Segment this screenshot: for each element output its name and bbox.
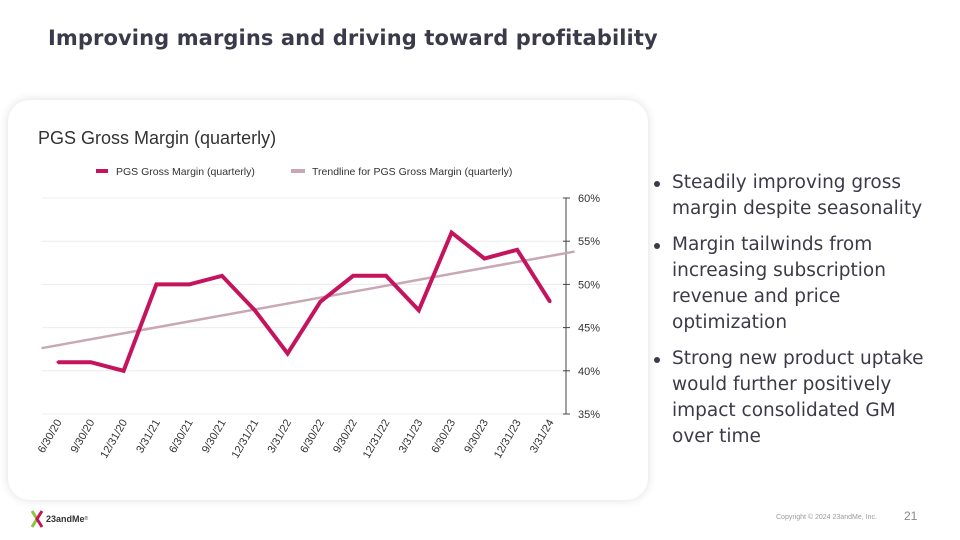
x-tick-label: 3/31/22 [265,418,294,456]
chart-title: PGS Gross Margin (quarterly) [38,128,276,148]
data-point [384,274,388,278]
y-axis: 60% 55% 50% 45% 40% 35% [563,193,600,421]
y-tick-label: 60% [578,193,600,205]
logo-text: 23andMe [46,514,85,524]
data-point [318,300,322,304]
x-tick-label: 9/30/23 [462,418,491,456]
x-tick-label: 6/30/22 [298,418,327,456]
y-tick-label: 55% [578,236,600,248]
data-point [56,360,60,364]
chart-card: PGS Gross Margin (quarterly) PGS Gross M… [8,100,648,500]
data-point [286,352,290,356]
x-tick-label: 6/30/23 [429,418,458,456]
x-tick-label: 9/30/20 [69,418,98,456]
copyright-text: Copyright © 2024 23andMe, Inc. [776,514,877,521]
bullet-item: Steadily improving gross margin despite … [650,170,940,222]
x-tick-label: 9/30/22 [331,418,360,456]
slide-title: Improving margins and driving toward pro… [48,26,658,50]
series-group [56,229,552,374]
x-tick-label: 3/31/23 [397,418,426,456]
data-point [253,308,257,312]
trendline-group [41,250,575,350]
legend-label-series: PGS Gross Margin (quarterly) [116,166,255,178]
x-tick-label: 12/31/23 [492,418,524,461]
logo-x-icon [30,510,44,528]
x-tick-label: 12/31/22 [361,418,393,461]
data-point [515,248,519,252]
x-tick-label: 12/31/20 [98,418,130,461]
legend-label-trendline: Trendline for PGS Gross Margin (quarterl… [312,166,512,178]
x-tick-label: 12/31/21 [230,418,262,461]
x-tick-label: 9/30/21 [200,418,229,456]
gridlines [42,197,566,415]
data-point [548,300,552,304]
bullet-dot-icon [654,357,660,363]
data-point [482,256,486,260]
bullet-list: Steadily improving gross margin despite … [650,170,940,460]
data-point [122,369,126,373]
x-axis-labels: 6/30/20 9/30/20 12/31/20 3/31/21 6/30/21 9/30… [36,418,557,461]
data-point [351,274,355,278]
line-chart: PGS Gross Margin (quarterly) PGS Gross M… [36,128,600,461]
x-tick-label: 3/31/24 [528,418,557,456]
bullet-item: Strong new product uptake would further … [650,346,940,450]
y-tick-label: 35% [578,409,600,421]
bullet-text: Strong new product uptake would further … [672,348,924,447]
bullet-item: Margin tailwinds from increasing subscri… [650,232,940,336]
data-point [220,274,224,278]
x-tick-label: 3/31/21 [134,418,163,456]
x-tick-label: 6/30/20 [36,418,65,456]
bullet-text: Steadily improving gross margin despite … [672,172,923,219]
data-point [187,282,191,286]
data-point [89,360,93,364]
bullet-text: Margin tailwinds from increasing subscri… [672,234,886,333]
y-tick-label: 45% [578,323,600,335]
bullet-dot-icon [654,243,660,249]
y-tick-label: 40% [578,366,600,378]
page-number: 21 [904,509,918,523]
data-point [417,308,421,312]
logo-registered-mark: ® [84,516,89,522]
y-tick-label: 50% [578,279,600,291]
data-point [154,282,158,286]
x-tick-label: 6/30/21 [167,418,196,456]
data-point [450,231,454,235]
series-line-pgs-gross-margin [58,229,552,374]
bullet-dot-icon [654,181,660,187]
trendline [41,250,575,350]
company-logo: 23andMe ® [30,510,88,528]
legend: PGS Gross Margin (quarterly) Trendline f… [96,166,512,178]
